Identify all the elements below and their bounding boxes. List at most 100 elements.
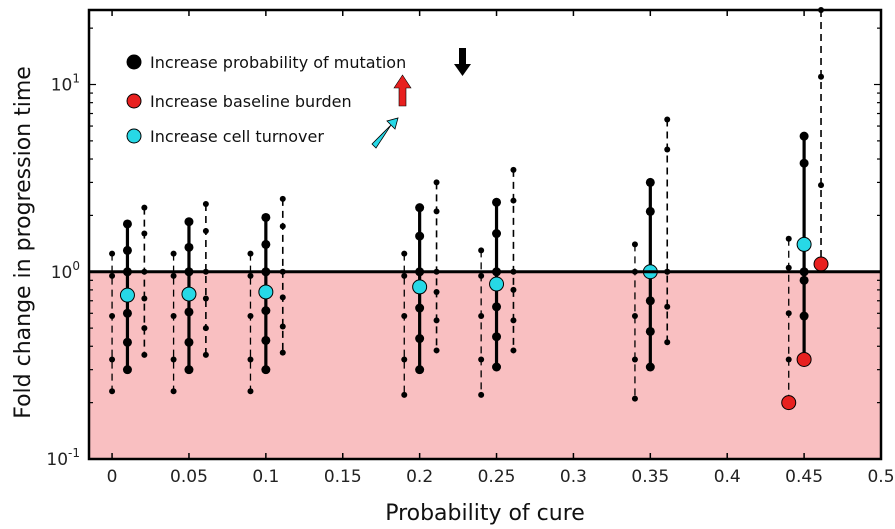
mutation-series-point — [415, 231, 425, 241]
y-tick-label: 100 — [51, 259, 80, 283]
burden-highlight-point — [813, 256, 829, 272]
burden-series-point — [401, 391, 408, 398]
x-axis-ticks: 0 0.05 0.1 0.15 0.2 0.25 0.3 0.35 0.4 0.45 0.5 — [107, 10, 895, 487]
burden-series-point — [247, 313, 254, 320]
mutation-series-point — [799, 311, 809, 321]
turnover-series-point — [279, 294, 286, 301]
mutation-series-point — [415, 365, 425, 375]
x-tick-label: 0.5 — [867, 467, 894, 487]
burden-series-point — [247, 272, 254, 279]
burden-series-point — [247, 250, 254, 257]
legend-label: Increase cell turnover — [150, 127, 324, 146]
y-tick-label: 101 — [51, 72, 80, 96]
burden-series-point — [170, 272, 177, 279]
mutation-series-point — [645, 206, 655, 216]
mutation-series-point — [799, 131, 809, 141]
burden-series-point — [631, 356, 638, 363]
turnover-series-point — [664, 146, 671, 153]
plot-frame — [87, 8, 883, 461]
burden-series-point — [109, 313, 116, 320]
turnover-series-point — [141, 351, 148, 358]
x-tick-label: 0.4 — [714, 467, 741, 487]
turnover-series-point — [279, 323, 286, 330]
x-tick-label: 0 — [107, 467, 118, 487]
up-arrow-icon — [393, 74, 412, 107]
burden-series-point — [785, 356, 792, 363]
burden-highlight-point — [796, 351, 812, 367]
mutation-series-point — [492, 332, 502, 342]
burden-series-point — [785, 310, 792, 317]
x-tick-label: 0.2 — [406, 467, 433, 487]
burden-series-point — [478, 272, 485, 279]
turnover-series-point — [141, 295, 148, 302]
x-tick-label: 0.3 — [560, 467, 587, 487]
burden-series-point — [478, 313, 485, 320]
burden-series-point — [478, 247, 485, 254]
burden-series-point — [109, 272, 116, 279]
legend-label: Increase baseline burden — [150, 92, 352, 111]
turnover-series-point — [202, 201, 209, 208]
burden-series-point — [401, 250, 408, 257]
x-tick-label: 0.1 — [252, 467, 279, 487]
legend-label: Increase probability of mutation — [150, 53, 406, 72]
burden-highlight-point — [781, 395, 797, 411]
mutation-series-point — [645, 177, 655, 187]
mutation-series-point — [799, 158, 809, 168]
burden-series-point — [478, 356, 485, 363]
turnover-series-point — [664, 116, 671, 123]
down-arrow-icon — [454, 48, 471, 76]
turnover-series-point — [510, 347, 517, 354]
turnover-series-point — [664, 303, 671, 310]
burden-series-point — [170, 250, 177, 257]
turnover-series-point — [279, 195, 286, 202]
mutation-series-point — [492, 229, 502, 239]
burden-series-point — [247, 388, 254, 395]
mutation-series-point — [645, 362, 655, 372]
mutation-series-point — [261, 306, 271, 316]
mutation-series-point — [492, 302, 502, 312]
y-axis-title: Fold change in progression time — [11, 66, 36, 419]
legend: Increase probability of mutation Increase… — [126, 48, 471, 149]
x-tick-label: 0.45 — [785, 467, 823, 487]
burden-series-point — [247, 356, 254, 363]
mutation-series-point — [492, 197, 502, 207]
legend-marker — [126, 128, 142, 144]
mutation-series-point — [492, 362, 502, 372]
burden-series-point — [631, 395, 638, 402]
mutation-series-point — [184, 365, 194, 375]
turnover-series-point — [510, 166, 517, 173]
up-right-arrow-icon — [371, 117, 399, 149]
x-tick-label: 0.15 — [324, 467, 362, 487]
burden-series-point — [401, 313, 408, 320]
turnover-series-point — [510, 286, 517, 293]
mutation-series-point — [415, 334, 425, 344]
turnover-series-point — [202, 325, 209, 332]
turnover-series-point — [433, 208, 440, 215]
data-marks — [109, 7, 829, 411]
turnover-series-point — [141, 230, 148, 237]
turnover-series-point — [510, 197, 517, 204]
turnover-series-point — [818, 182, 825, 189]
mutation-series-point — [122, 245, 132, 255]
turnover-series-point — [664, 339, 671, 346]
burden-series-point — [170, 313, 177, 320]
x-tick-label: 0.25 — [478, 467, 516, 487]
mutation-series-point — [645, 326, 655, 336]
baseline-point — [796, 236, 812, 252]
mutation-series-point — [415, 303, 425, 313]
burden-series-point — [478, 391, 485, 398]
mutation-series-point — [799, 275, 809, 285]
burden-series-point — [170, 388, 177, 395]
baseline-point — [119, 287, 135, 303]
legend-marker — [126, 54, 142, 70]
mutation-series-point — [415, 203, 425, 213]
turnover-series-point — [433, 179, 440, 186]
burden-series-point — [631, 241, 638, 248]
turnover-series-point — [433, 347, 440, 354]
mutation-series-point — [122, 219, 132, 229]
x-axis-title: Probability of cure — [385, 501, 585, 526]
mutation-series-point — [184, 217, 194, 227]
mutation-series-point — [645, 296, 655, 306]
mutation-series-point — [261, 239, 271, 249]
